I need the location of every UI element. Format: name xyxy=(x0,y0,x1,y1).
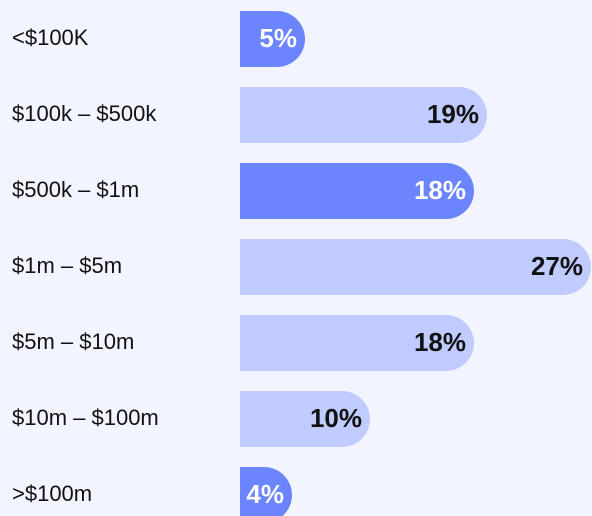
value-label: 10% xyxy=(310,403,362,433)
category-label: $500k – $1m xyxy=(12,177,139,202)
category-label: <$100K xyxy=(12,25,89,50)
bar xyxy=(240,163,474,219)
bar xyxy=(240,391,370,447)
bar xyxy=(240,239,591,295)
value-label: 18% xyxy=(414,327,466,357)
value-label: 5% xyxy=(259,23,297,53)
value-label: 4% xyxy=(246,479,284,509)
value-label: 27% xyxy=(531,251,583,281)
category-label: $10m – $100m xyxy=(12,405,159,430)
bar xyxy=(240,11,305,67)
category-label: >$100m xyxy=(12,481,92,506)
bar xyxy=(240,467,292,516)
value-label: 18% xyxy=(414,175,466,205)
bar xyxy=(240,315,474,371)
bar xyxy=(240,87,487,143)
value-label: 19% xyxy=(427,99,479,129)
category-label: $1m – $5m xyxy=(12,253,122,278)
category-label: $5m – $10m xyxy=(12,329,134,354)
category-label: $100k – $500k xyxy=(12,101,157,126)
